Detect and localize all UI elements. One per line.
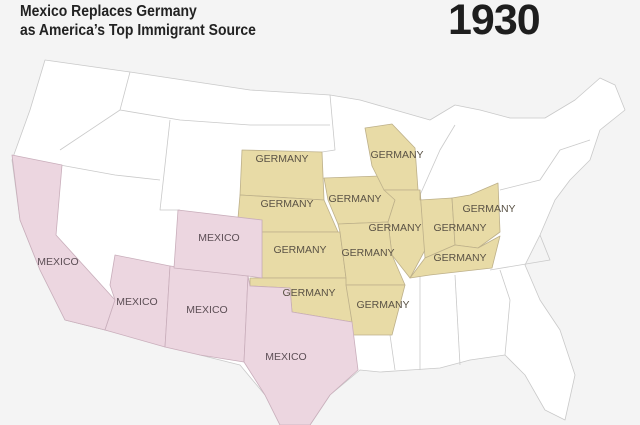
label-nebraska: GERMANY [260, 198, 313, 210]
label-arizona: MEXICO [116, 296, 157, 308]
state-kentucky[interactable] [409, 235, 501, 279]
label-california: MEXICO [37, 256, 78, 268]
label-kansas: GERMANY [273, 244, 326, 256]
title-line-1: Mexico Replaces Germany [20, 3, 197, 20]
state-texas[interactable] [243, 275, 359, 425]
state-colorado[interactable] [173, 209, 263, 279]
label-colorado: MEXICO [198, 232, 239, 244]
label-south-dakota: GERMANY [255, 153, 308, 165]
label-iowa: GERMANY [328, 193, 381, 205]
map-title: Mexico Replaces Germany as America’s Top… [20, 2, 256, 40]
label-indiana: GERMANY [433, 222, 486, 234]
label-wisconsin: GERMANY [370, 149, 423, 161]
label-ohio: GERMANY [462, 203, 515, 215]
state-arkansas[interactable] [345, 284, 406, 336]
label-new-mexico: MEXICO [186, 304, 227, 316]
label-oklahoma: GERMANY [282, 287, 335, 299]
title-line-2: as America’s Top Immigrant Source [20, 22, 256, 39]
label-kentucky: GERMANY [433, 252, 486, 264]
label-texas: MEXICO [265, 351, 306, 363]
label-missouri: GERMANY [341, 247, 394, 259]
label-arkansas: GERMANY [356, 299, 409, 311]
label-illinois: GERMANY [368, 222, 421, 234]
year-label: 1930 [448, 0, 541, 44]
